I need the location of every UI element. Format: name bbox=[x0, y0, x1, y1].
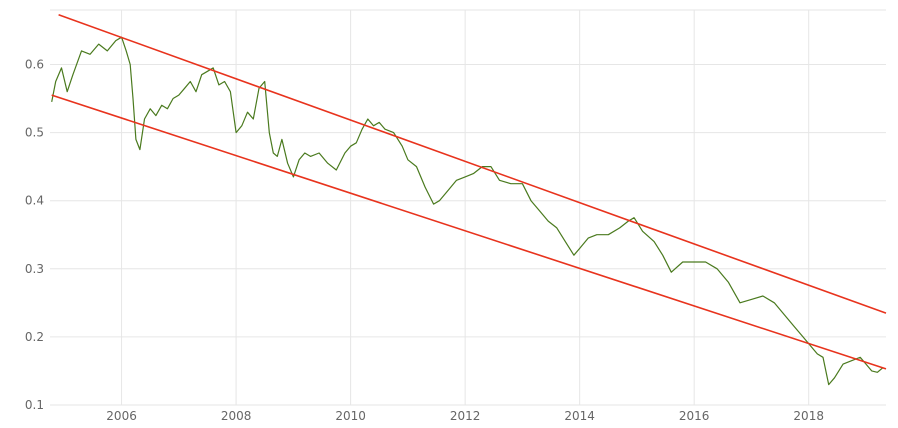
lower-trend-line bbox=[51, 94, 887, 370]
x-tick-label: 2006 bbox=[106, 409, 137, 423]
y-tick-label: 0.3 bbox=[25, 262, 44, 276]
x-tick-label: 2016 bbox=[679, 409, 710, 423]
x-tick-label: 2018 bbox=[793, 409, 824, 423]
y-tick-label: 0.2 bbox=[25, 330, 44, 344]
price-series-line bbox=[51, 36, 884, 386]
y-tick-label: 0.6 bbox=[25, 57, 44, 71]
x-tick-label: 2010 bbox=[335, 409, 366, 423]
upper-trend-line bbox=[58, 14, 887, 314]
y-tick-label: 0.1 bbox=[25, 398, 44, 412]
y-tick-label: 0.4 bbox=[25, 194, 44, 208]
x-tick-label: 2014 bbox=[564, 409, 595, 423]
x-tick-label: 2012 bbox=[450, 409, 481, 423]
y-tick-label: 0.5 bbox=[25, 126, 44, 140]
x-tick-label: 2008 bbox=[221, 409, 252, 423]
grid-layer bbox=[50, 9, 886, 406]
series-layer bbox=[51, 14, 887, 386]
axis-layer: 0.1 0.2 0.3 0.4 0.5 0.6 2006 2008 2010 2012 2014 20… bbox=[25, 57, 824, 423]
